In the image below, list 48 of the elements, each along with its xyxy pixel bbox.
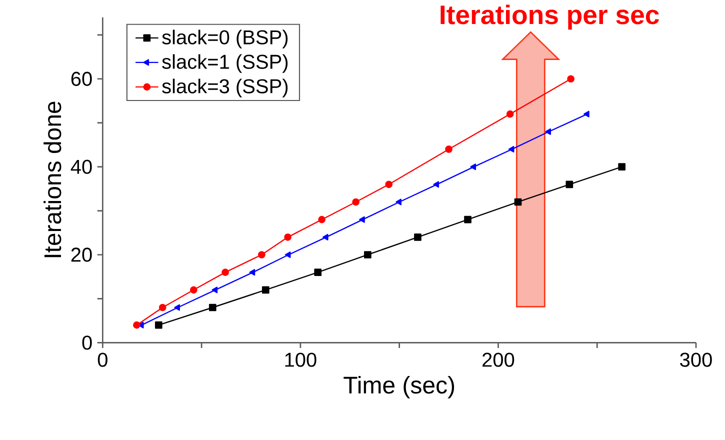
point [618, 163, 626, 170]
point [212, 286, 218, 294]
x-tick-label: 0 [98, 352, 108, 367]
point [284, 233, 292, 241]
y-tick-label: 60 [71, 72, 92, 86]
point [445, 146, 452, 153]
point [514, 198, 522, 206]
point [352, 198, 360, 206]
y-tick-label: 0 [82, 336, 92, 350]
point [385, 180, 393, 188]
x-tick-label: 100 [285, 352, 316, 367]
point [414, 233, 422, 241]
legend-label: slack=1 (SSP) [162, 54, 288, 73]
y-axis-title: Iterations done [44, 102, 62, 258]
point [464, 216, 472, 224]
x-axis-title: Time (sec) [344, 376, 454, 398]
point [364, 251, 372, 258]
x-tick-label: 300 [680, 352, 712, 367]
point [506, 110, 514, 118]
point [584, 110, 590, 118]
point [222, 268, 229, 276]
point [322, 234, 328, 240]
point [433, 181, 440, 188]
y-tick-label: 40 [70, 160, 92, 174]
point [284, 251, 291, 258]
chart-title: Iterations per sec [440, 4, 659, 30]
point [508, 146, 514, 152]
point [318, 216, 326, 224]
point [133, 321, 140, 329]
x-tick-label: 200 [482, 352, 514, 367]
point [566, 180, 574, 188]
point [567, 75, 574, 83]
point [314, 268, 322, 276]
point [158, 304, 166, 312]
legend-label: slack=3 (SSP) [162, 78, 288, 98]
point [174, 304, 180, 311]
point [545, 128, 551, 135]
legend-label: slack=0 (BSP) [162, 30, 288, 48]
point [359, 216, 365, 223]
point [396, 198, 402, 206]
point [262, 286, 270, 294]
point [190, 286, 198, 294]
point [154, 321, 162, 329]
point [258, 251, 266, 258]
point [249, 269, 256, 276]
point [470, 164, 476, 170]
y-tick-label: 20 [71, 248, 92, 262]
point [208, 304, 216, 312]
